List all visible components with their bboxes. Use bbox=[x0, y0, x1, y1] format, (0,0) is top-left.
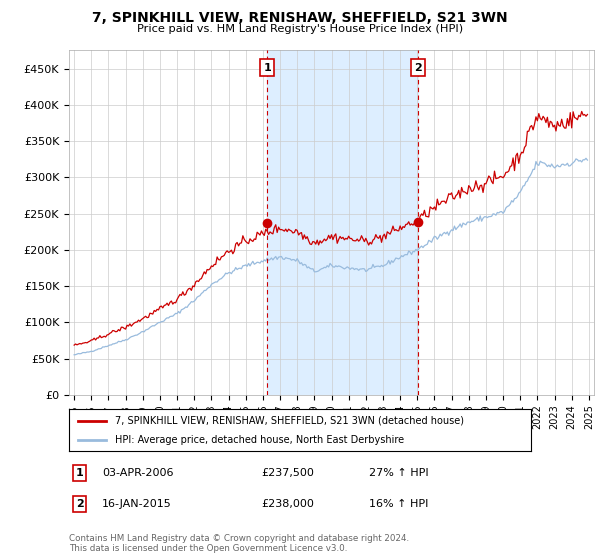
Text: £237,500: £237,500 bbox=[261, 468, 314, 478]
Text: 1: 1 bbox=[76, 468, 83, 478]
Text: £238,000: £238,000 bbox=[261, 499, 314, 509]
Text: HPI: Average price, detached house, North East Derbyshire: HPI: Average price, detached house, Nort… bbox=[115, 435, 404, 445]
Text: 2: 2 bbox=[76, 499, 83, 509]
Text: 16% ↑ HPI: 16% ↑ HPI bbox=[369, 499, 428, 509]
Text: 1: 1 bbox=[263, 63, 271, 73]
Text: 7, SPINKHILL VIEW, RENISHAW, SHEFFIELD, S21 3WN (detached house): 7, SPINKHILL VIEW, RENISHAW, SHEFFIELD, … bbox=[115, 416, 464, 426]
Text: 2: 2 bbox=[414, 63, 422, 73]
Text: Contains HM Land Registry data © Crown copyright and database right 2024.
This d: Contains HM Land Registry data © Crown c… bbox=[69, 534, 409, 553]
Bar bbox=[267, 50, 418, 395]
Text: 03-APR-2006: 03-APR-2006 bbox=[102, 468, 173, 478]
Text: 27% ↑ HPI: 27% ↑ HPI bbox=[369, 468, 428, 478]
Text: 7, SPINKHILL VIEW, RENISHAW, SHEFFIELD, S21 3WN: 7, SPINKHILL VIEW, RENISHAW, SHEFFIELD, … bbox=[92, 11, 508, 25]
Text: 16-JAN-2015: 16-JAN-2015 bbox=[102, 499, 172, 509]
Text: Price paid vs. HM Land Registry's House Price Index (HPI): Price paid vs. HM Land Registry's House … bbox=[137, 24, 463, 34]
